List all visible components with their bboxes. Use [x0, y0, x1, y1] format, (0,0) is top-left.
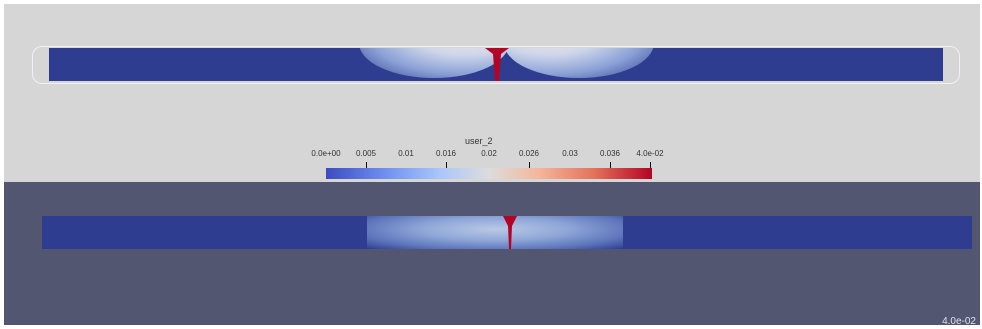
tick-label-0: 0.0e+00	[311, 149, 341, 158]
colorbar-title: user_2	[465, 136, 493, 146]
bottom-crack	[503, 216, 517, 249]
tick-label-1: 0.005	[355, 149, 377, 158]
tick-label-2: 0.01	[398, 149, 414, 158]
colorbar-tick	[650, 162, 651, 170]
top-crack	[485, 48, 509, 81]
bottom-render-view[interactable]: 4.0e-02	[4, 182, 980, 325]
bottom-specimen-mesh	[42, 216, 972, 249]
colorbar-tick	[529, 162, 530, 170]
colorbar-tick	[610, 162, 611, 170]
paraview-render-window[interactable]: user_2 0.0e+00 0.005 0.01 0.016 0.02 0.0…	[4, 4, 980, 325]
colorbar-tick-labels: 0.0e+00 0.005 0.01 0.016 0.02 0.026 0.03…	[4, 149, 980, 161]
damage-zone	[367, 216, 623, 249]
colorbar-tick	[366, 162, 367, 170]
tick-label-5: 0.026	[518, 149, 540, 158]
tick-label-7: 0.036	[599, 149, 621, 158]
tick-label-4: 0.02	[481, 149, 497, 158]
top-specimen-mesh	[49, 48, 943, 81]
tick-label-3: 0.016	[435, 149, 457, 158]
specimen-outline	[32, 46, 960, 84]
status-readout: 4.0e-02	[942, 316, 976, 325]
colorbar-tick	[446, 162, 447, 170]
top-render-view[interactable]: user_2 0.0e+00 0.005 0.01 0.016 0.02 0.0…	[4, 4, 980, 182]
tick-label-6: 0.03	[562, 149, 578, 158]
tick-label-8: 4.0e-02	[636, 149, 664, 158]
colorbar	[326, 168, 652, 179]
